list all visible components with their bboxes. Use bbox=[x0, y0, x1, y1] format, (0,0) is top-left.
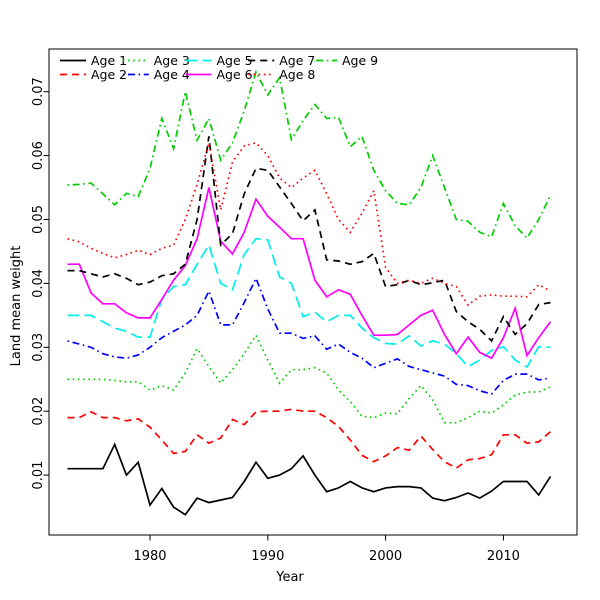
legend-label-age-1: Age 1 bbox=[91, 53, 127, 68]
series-line-age-2 bbox=[67, 408, 552, 470]
series-line-age-9 bbox=[67, 69, 552, 240]
plot-box bbox=[48, 48, 578, 536]
legend-label-age-3: Age 3 bbox=[154, 53, 190, 68]
y-axis-tick-label: 0.06 bbox=[31, 141, 46, 170]
x-axis-tick-label: 2000 bbox=[369, 549, 402, 564]
series-line-age-1 bbox=[67, 442, 552, 516]
legend-label-age-5: Age 5 bbox=[217, 53, 253, 68]
series-line-age-5 bbox=[67, 237, 551, 369]
y-axis-tick-label: 0.07 bbox=[31, 77, 46, 106]
series-line-age-7 bbox=[67, 136, 551, 343]
legend-label-age-7: Age 7 bbox=[279, 53, 315, 68]
x-axis-tick-label: 2010 bbox=[487, 549, 520, 564]
x-axis-title: Year bbox=[275, 570, 304, 585]
legend-label-age-6: Age 6 bbox=[217, 67, 253, 82]
y-axis-tick-label: 0.03 bbox=[31, 333, 46, 362]
legend-label-age-4: Age 4 bbox=[154, 67, 190, 82]
x-axis-tick-label: 1990 bbox=[251, 549, 284, 564]
y-axis-tick-label: 0.02 bbox=[31, 397, 46, 426]
series-line-age-6 bbox=[67, 187, 552, 360]
legend-label-age-2: Age 2 bbox=[91, 67, 127, 82]
legend-label-age-9: Age 9 bbox=[342, 53, 378, 68]
y-axis-tick-label: 0.01 bbox=[31, 461, 46, 490]
y-axis-tick-label: 0.05 bbox=[31, 205, 46, 234]
x-axis-tick-label: 1980 bbox=[133, 549, 166, 564]
y-axis-tick-label: 0.04 bbox=[31, 269, 46, 298]
series-line-age-4 bbox=[67, 276, 551, 395]
y-axis-title: Land mean weight bbox=[9, 246, 24, 367]
legend-label-age-8: Age 8 bbox=[279, 67, 315, 82]
series-line-age-3 bbox=[67, 333, 551, 424]
